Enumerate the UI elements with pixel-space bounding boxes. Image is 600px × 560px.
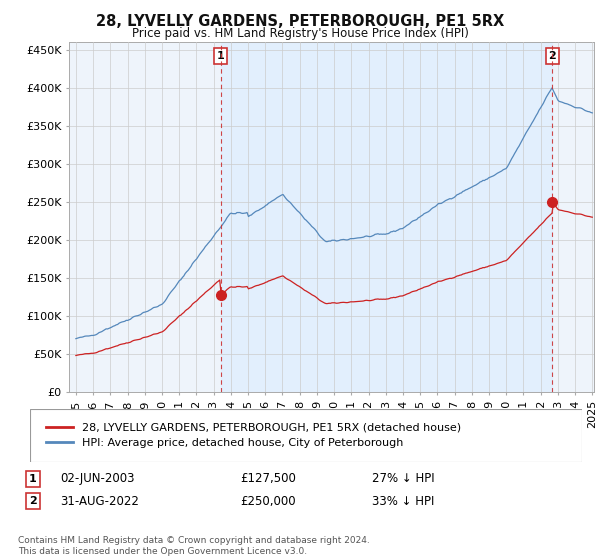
Text: £250,000: £250,000 bbox=[240, 494, 296, 508]
Text: £127,500: £127,500 bbox=[240, 472, 296, 486]
Legend: 28, LYVELLY GARDENS, PETERBOROUGH, PE1 5RX (detached house), HPI: Average price,: 28, LYVELLY GARDENS, PETERBOROUGH, PE1 5… bbox=[41, 418, 466, 452]
Text: 28, LYVELLY GARDENS, PETERBOROUGH, PE1 5RX: 28, LYVELLY GARDENS, PETERBOROUGH, PE1 5… bbox=[96, 14, 504, 29]
Text: 27% ↓ HPI: 27% ↓ HPI bbox=[372, 472, 434, 486]
Text: 1: 1 bbox=[217, 51, 224, 61]
Text: 33% ↓ HPI: 33% ↓ HPI bbox=[372, 494, 434, 508]
FancyBboxPatch shape bbox=[30, 409, 582, 462]
Text: 02-JUN-2003: 02-JUN-2003 bbox=[60, 472, 134, 486]
Text: Contains HM Land Registry data © Crown copyright and database right 2024.
This d: Contains HM Land Registry data © Crown c… bbox=[18, 536, 370, 556]
Text: Price paid vs. HM Land Registry's House Price Index (HPI): Price paid vs. HM Land Registry's House … bbox=[131, 27, 469, 40]
Text: 31-AUG-2022: 31-AUG-2022 bbox=[60, 494, 139, 508]
Text: 1: 1 bbox=[29, 474, 37, 484]
Bar bbox=[221, 42, 552, 392]
Text: 2: 2 bbox=[29, 496, 37, 506]
Text: 2: 2 bbox=[548, 51, 556, 61]
